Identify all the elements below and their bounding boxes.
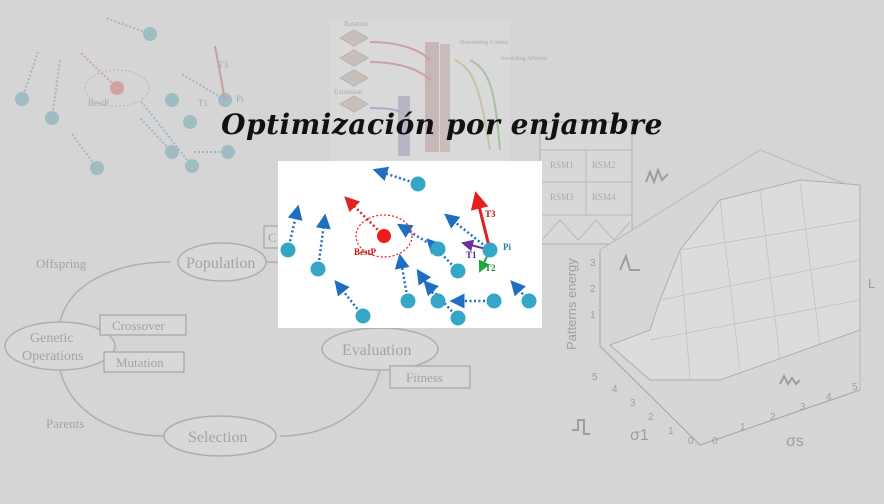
label-best: BestP <box>354 247 376 257</box>
particle <box>450 263 466 279</box>
background-rsm-grid: RSM1 RSM2 RSM3 RSM4 <box>539 121 633 245</box>
velocity-arrow <box>394 253 410 302</box>
background-surface-axis-letter: L <box>868 276 875 291</box>
background-surface-xtick-4: 4 <box>612 384 618 395</box>
background-surface-ytick-4: 4 <box>826 392 832 403</box>
particle <box>486 293 502 309</box>
background-surface-ytick-3: 3 <box>800 402 806 413</box>
label-t1: T1 <box>466 250 477 260</box>
swarm-diagram: BestP T3 T1 T2 Pi <box>280 166 537 326</box>
background-rsm-cell-2: RSM2 <box>592 160 616 170</box>
particle <box>355 308 371 324</box>
particle <box>280 242 296 258</box>
best-velocity-arrow <box>344 196 385 237</box>
background-swarm-sketch: BestP T3 T1 Pi <box>15 17 244 175</box>
background-surface-ytick-5: 5 <box>852 382 858 393</box>
background-genetic-node-operations: Operations <box>22 349 83 364</box>
background-neural-label-descending: Descending Control <box>460 40 508 46</box>
background-surface-ztick-2: 2 <box>590 284 596 295</box>
background-surface-xtick-5: 5 <box>592 372 598 383</box>
best-particle <box>377 229 391 243</box>
background-surface-xtick-3: 3 <box>630 398 636 409</box>
particle <box>430 293 446 309</box>
background-rsm-cell-4: RSM4 <box>592 192 616 202</box>
background-swarm-label-best: BestP <box>88 98 109 108</box>
label-pi: Pi <box>503 242 511 252</box>
background-surface-xlabel: σ1 <box>630 427 649 444</box>
label-t3: T3 <box>485 209 496 219</box>
background-neural-label-extension: Extension <box>334 88 362 96</box>
particle <box>410 176 426 192</box>
label-t2: T2 <box>485 263 496 273</box>
background-genetic-cycle <box>4 225 471 457</box>
background-neural-diagram: Rotation Extension Descending Control As… <box>330 20 547 170</box>
background-surface-ztick-3: 3 <box>590 258 596 269</box>
background-surface-plot <box>572 149 861 446</box>
velocity-arrow <box>444 213 491 251</box>
background-surface-ytick-0: 0 <box>712 436 718 447</box>
velocity-arrow <box>396 223 439 251</box>
background-genetic-box-mutation: Mutation <box>116 355 164 370</box>
slide-title: Optimización por enjambre <box>221 108 663 141</box>
particle <box>450 310 466 326</box>
background-genetic-box-partial: C <box>268 230 277 245</box>
background-rsm-cell-3: RSM3 <box>550 192 574 202</box>
background-rsm-cell-1: RSM1 <box>550 160 574 170</box>
background-genetic-box-crossover: Crossover <box>112 318 165 333</box>
background-surface-ylabel: σs <box>786 433 804 450</box>
velocity-arrow <box>315 213 331 270</box>
background-genetic-node-evaluation: Evaluation <box>342 342 411 359</box>
background-surface-xtick-0: 0 <box>688 436 694 447</box>
background-genetic-label-parents: Parents <box>46 416 84 431</box>
background-surface-xtick-1: 1 <box>668 426 674 437</box>
particle <box>430 241 446 257</box>
background-swarm-label-t3: T3 <box>218 60 228 70</box>
background-genetic-box-fitness: Fitness <box>406 370 443 385</box>
t3-vector <box>470 191 492 251</box>
particle <box>521 293 537 309</box>
background-genetic-label-offspring: Offspring <box>36 256 87 271</box>
background-surface-zlabel: Patterns energy <box>564 258 579 350</box>
swarm-diagram-inset: BestP T3 T1 T2 Pi <box>278 161 542 328</box>
background-surface-ytick-2: 2 <box>770 412 776 423</box>
background-genetic-node-genetic: Genetic <box>30 331 74 346</box>
velocity-arrow <box>372 166 419 186</box>
background-swarm-label-t1: T1 <box>198 98 208 108</box>
background-surface-ytick-1: 1 <box>740 422 746 433</box>
background-swarm-label-pi: Pi <box>236 94 244 104</box>
best-region <box>355 214 413 258</box>
background-surface-ztick-1: 1 <box>590 310 596 321</box>
particle <box>310 261 326 277</box>
velocity-arrow <box>286 204 303 251</box>
background-genetic-node-population: Population <box>186 255 255 272</box>
background-surface-xtick-2: 2 <box>648 412 654 423</box>
particle <box>400 293 416 309</box>
particle-pi <box>482 242 498 258</box>
background-neural-label-rotation: Rotation <box>344 20 369 28</box>
velocity-arrow <box>334 280 364 317</box>
background-genetic-node-selection: Selection <box>188 429 248 446</box>
background-neural-label-ascending: Ascending Afferent <box>500 55 547 62</box>
